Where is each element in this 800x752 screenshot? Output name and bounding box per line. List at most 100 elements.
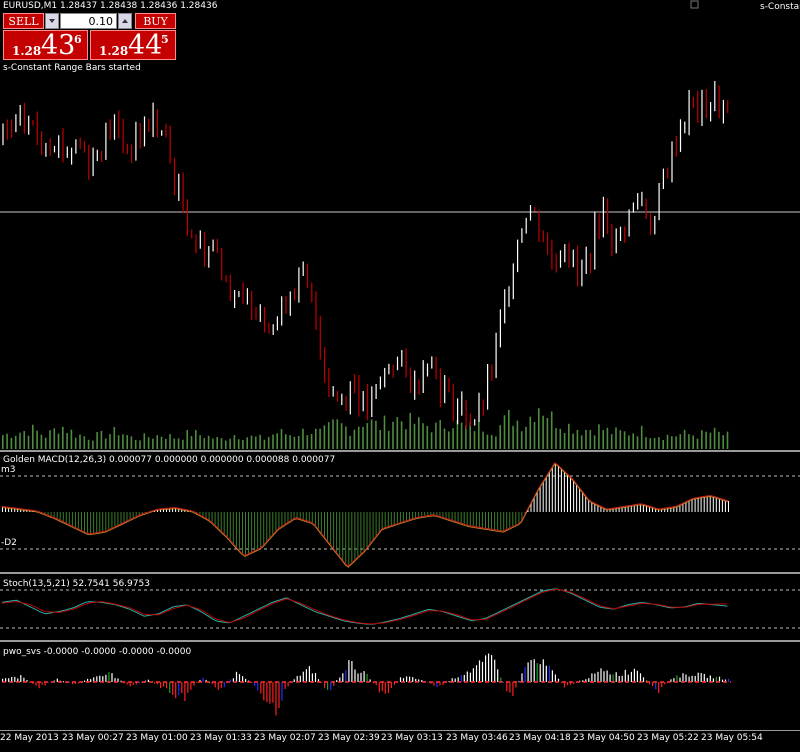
macd-bar [515,512,517,526]
pwo-bar [354,669,356,682]
macd-bar [223,512,225,534]
macd-bar [166,508,167,512]
macd-bar [381,512,383,530]
lot-increase-button[interactable] [118,13,132,29]
price-chart [0,81,800,449]
volume-bar [104,438,107,449]
pwo-bar [351,661,353,682]
macd-bar [196,512,198,514]
pwo-bar [345,670,347,682]
volume-bar [113,427,116,449]
chart-toggle-icon[interactable] [690,0,700,10]
pane-separator-3[interactable] [0,640,800,642]
macd-bar [235,512,237,547]
macd-bar [108,512,110,530]
macd-bar [475,512,477,527]
volume-bar [585,429,587,449]
volume-bar [349,435,351,449]
pwo-bar [257,682,259,691]
pwo-bar [26,680,28,682]
macd-bar [685,502,687,512]
macd-bar [348,512,350,567]
pwo-bar [281,682,283,701]
macd-line [1,463,729,568]
macd-bar [102,512,104,532]
pwo-bar [636,670,638,682]
pwo-pane: pwo_svs -0.0000 -0.0000 -0.0000 -0.0000 [0,642,800,730]
macd-bar [463,512,465,525]
pwo-bar [715,677,717,682]
pwo-bar [90,679,92,682]
pwo-bar [208,681,210,683]
pwo-bar [427,682,429,683]
pwo-bar [360,672,362,682]
macd-bar [500,512,502,531]
macd-bar [724,500,726,512]
volume-bar [139,440,141,449]
pwo-bar [169,682,171,693]
macd-bar [90,512,92,534]
pwo-bar [229,679,231,682]
pwo-bar [317,679,320,682]
volume-bar [636,436,639,449]
macd-bar [117,512,119,526]
macd-bar [281,512,283,527]
pwo-bar [263,682,265,701]
macd-bar [682,503,684,512]
volume-bar [323,425,326,449]
macd-bar [327,512,328,541]
lot-decrease-button[interactable] [45,13,59,29]
pwo-bar [311,673,313,682]
pwo-bar [314,673,317,682]
buy-price-pips: 44 [128,30,163,61]
volume-bar [387,430,390,449]
pwo-bar [378,682,380,693]
stoch-signal-line [1,588,728,625]
volume-bar [212,438,214,449]
volume-bar [327,422,330,449]
buy-button[interactable]: BUY [135,13,176,29]
sell-price-display[interactable]: 1.28 43 6 [3,30,88,61]
pwo-bar [436,682,438,688]
macd-bar [548,472,550,512]
pwo-bar [147,679,149,682]
pwo-bar [563,682,566,688]
pwo-bar [457,677,459,682]
macd-bar [679,504,681,512]
macd-bar [169,508,171,512]
time-axis-label: 23 May 02:07 [254,733,316,743]
macd-bar [372,512,374,541]
pane-separator-2[interactable] [0,572,800,574]
pwo-bar [238,674,241,682]
macd-bar [5,506,6,512]
volume-bar [27,435,30,449]
time-axis-label: 23 May 04:50 [573,733,635,743]
macd-bar [481,512,483,528]
macd-bar [308,512,310,522]
macd-bar [560,468,562,512]
pwo-bar [421,680,423,682]
volume-bar [186,430,188,449]
volume-bar [580,435,583,449]
macd-bar [612,508,614,512]
pwo-bar [530,660,532,682]
pwo-bar [178,682,180,696]
macd-bar [23,509,25,512]
macd-bar [330,512,332,545]
pwo-bar [703,673,705,682]
pwo-bar [205,679,207,682]
pwo-bar [591,673,593,682]
volume-bar [490,434,493,449]
macd-bar [421,512,423,517]
pwo-bar [439,682,441,686]
volume-bar [632,433,634,449]
macd-bar [433,512,435,515]
volume-bar [671,436,673,449]
macd-bar [96,512,98,533]
buy-price-display[interactable]: 1.28 44 5 [90,30,176,61]
pane-separator-1[interactable] [0,450,800,452]
lot-size-input[interactable]: 0.10 [60,13,117,29]
sell-button[interactable]: SELL [3,13,44,29]
pwo-bar [539,664,541,682]
pwo-bar [357,673,359,682]
